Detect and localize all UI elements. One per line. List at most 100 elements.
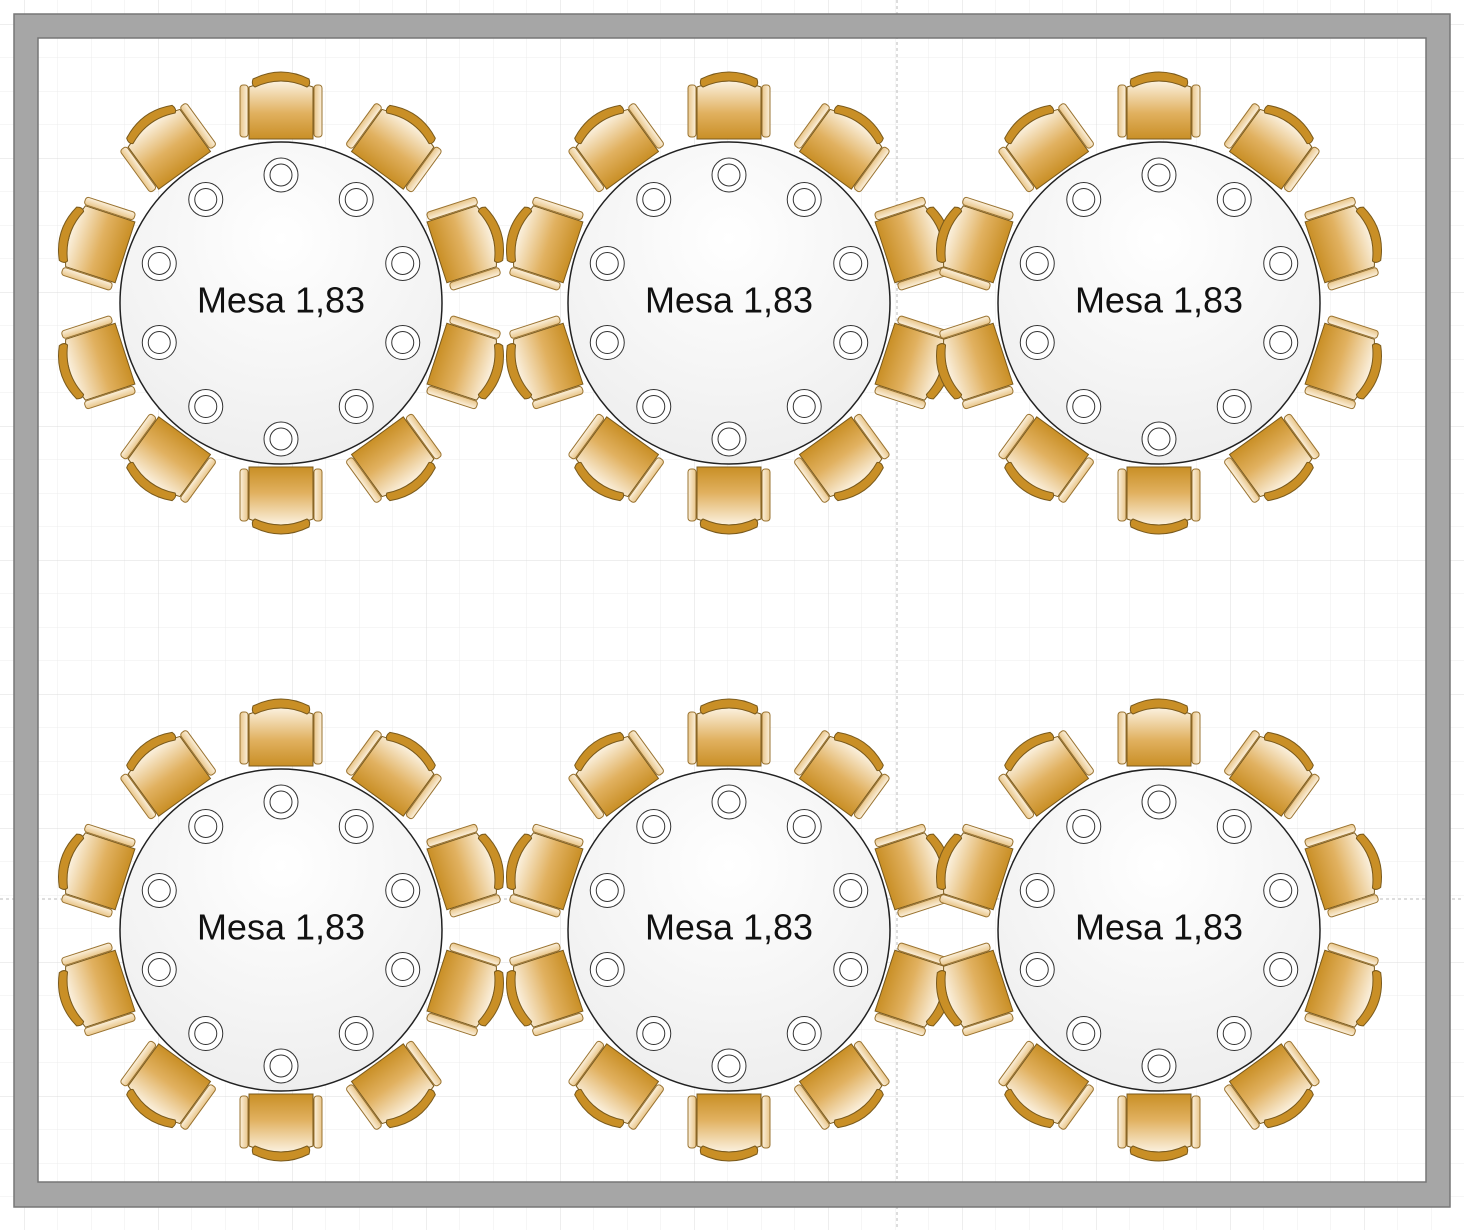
plate-inner bbox=[344, 187, 368, 211]
chair-arm bbox=[426, 385, 478, 410]
chair bbox=[58, 196, 136, 291]
chair-arm bbox=[939, 267, 991, 291]
chair bbox=[506, 315, 584, 410]
chair bbox=[794, 103, 890, 193]
plate-inner bbox=[1072, 187, 1096, 211]
plate-inner bbox=[595, 331, 619, 355]
plate-inner bbox=[642, 395, 666, 419]
chair-arm bbox=[346, 457, 382, 503]
chair-arm bbox=[449, 894, 501, 918]
plate-inner bbox=[344, 395, 368, 419]
chair bbox=[346, 413, 442, 503]
plate-inner bbox=[717, 790, 741, 814]
plate-inner bbox=[1222, 814, 1246, 838]
chair-arm bbox=[1191, 84, 1201, 138]
plate-inner bbox=[194, 187, 218, 211]
chair-arm bbox=[1283, 1040, 1320, 1087]
chair-arm bbox=[532, 385, 584, 410]
chair bbox=[239, 1093, 323, 1162]
plate-inner bbox=[1025, 251, 1049, 275]
chair bbox=[58, 823, 136, 918]
chair-back bbox=[58, 343, 85, 400]
chair bbox=[346, 103, 442, 193]
chair bbox=[239, 71, 323, 140]
chair-arm bbox=[568, 146, 605, 193]
chair bbox=[426, 315, 504, 410]
chair-back bbox=[1004, 731, 1055, 772]
plate-inner bbox=[1269, 878, 1293, 902]
chair-arm bbox=[761, 1095, 771, 1149]
chair-arm bbox=[939, 894, 991, 918]
chair bbox=[1304, 823, 1382, 918]
chair bbox=[58, 315, 136, 410]
chair-seat bbox=[1126, 707, 1192, 767]
chair-arm bbox=[874, 1012, 926, 1037]
table-label: Mesa 1,83 bbox=[197, 280, 365, 321]
plate-inner bbox=[269, 790, 293, 814]
plate-inner bbox=[1072, 1022, 1096, 1046]
plate-inner bbox=[595, 878, 619, 902]
chair-back bbox=[126, 461, 177, 502]
table-group: Mesa 1,83 bbox=[936, 71, 1382, 535]
plate-inner bbox=[147, 251, 171, 275]
chair bbox=[687, 1093, 771, 1162]
plate-inner bbox=[1072, 395, 1096, 419]
chair-arm bbox=[998, 1040, 1035, 1087]
chair-seat bbox=[248, 707, 314, 767]
chair bbox=[568, 413, 664, 503]
plate-inner bbox=[717, 163, 741, 187]
chair-back bbox=[699, 518, 759, 535]
chair-arm bbox=[120, 146, 157, 193]
plate-inner bbox=[1269, 958, 1293, 982]
chair-arm bbox=[794, 1084, 830, 1130]
chair-arm bbox=[1191, 711, 1201, 765]
chair bbox=[794, 1040, 890, 1130]
chair-arm bbox=[687, 1095, 697, 1149]
plate-inner bbox=[391, 958, 415, 982]
chair-back bbox=[506, 833, 533, 890]
plate-inner bbox=[1222, 187, 1246, 211]
chair-back bbox=[251, 1145, 311, 1162]
chair-back bbox=[1355, 833, 1382, 890]
chair bbox=[1117, 71, 1201, 140]
chair-back bbox=[506, 206, 533, 263]
chair-seat bbox=[248, 466, 314, 526]
chair bbox=[1224, 103, 1320, 193]
chair-back bbox=[1129, 518, 1189, 535]
chair-arm bbox=[1224, 1084, 1260, 1130]
chair bbox=[239, 698, 323, 767]
chair-arm bbox=[313, 468, 323, 522]
chair-arm bbox=[532, 823, 584, 848]
chair-arm bbox=[509, 315, 561, 339]
chair-seat bbox=[696, 1093, 762, 1153]
chair-back bbox=[1355, 206, 1382, 263]
chair-arm bbox=[405, 773, 442, 820]
plate-inner bbox=[194, 1022, 218, 1046]
chair-arm bbox=[84, 1012, 136, 1037]
chair-back bbox=[251, 71, 311, 88]
plate-inner bbox=[269, 1054, 293, 1078]
chair bbox=[568, 730, 664, 820]
chair bbox=[120, 730, 216, 820]
chair bbox=[426, 823, 504, 918]
chair bbox=[998, 730, 1094, 820]
chair-back bbox=[1355, 970, 1382, 1027]
table-label: Mesa 1,83 bbox=[1075, 280, 1243, 321]
chair-back bbox=[833, 104, 884, 145]
plate-inner bbox=[792, 187, 816, 211]
chair-arm bbox=[120, 773, 157, 820]
chair-arm bbox=[1224, 103, 1260, 149]
chair bbox=[1304, 942, 1382, 1037]
chair bbox=[1224, 413, 1320, 503]
plate-inner bbox=[1072, 814, 1096, 838]
chair-back bbox=[699, 1145, 759, 1162]
chair-arm bbox=[426, 823, 478, 848]
chair-back bbox=[126, 1088, 177, 1129]
plate-inner bbox=[1147, 427, 1171, 451]
table-top bbox=[567, 768, 891, 1092]
chair-arm bbox=[687, 711, 697, 765]
chair bbox=[120, 1040, 216, 1130]
plate-inner bbox=[1025, 331, 1049, 355]
chair-arm bbox=[509, 942, 561, 966]
